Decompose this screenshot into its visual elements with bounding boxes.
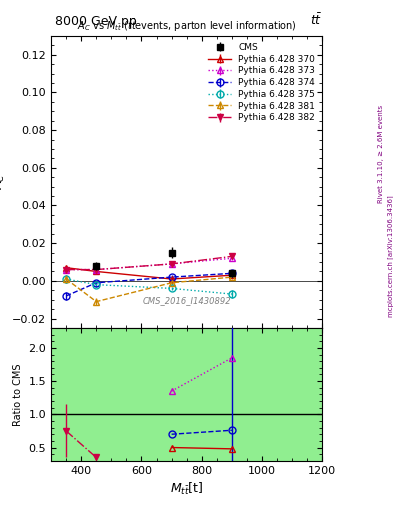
Text: $t\bar{t}$: $t\bar{t}$ bbox=[310, 13, 322, 28]
Legend: CMS, Pythia 6.428 370, Pythia 6.428 373, Pythia 6.428 374, Pythia 6.428 375, Pyt: CMS, Pythia 6.428 370, Pythia 6.428 373,… bbox=[206, 40, 318, 125]
Y-axis label: A$_C$: A$_C$ bbox=[0, 174, 7, 190]
Y-axis label: Ratio to CMS: Ratio to CMS bbox=[13, 363, 23, 425]
X-axis label: $M_{t\bar{t}}$[t]: $M_{t\bar{t}}$[t] bbox=[170, 481, 204, 497]
Text: mcplots.cern.ch [arXiv:1306.3436]: mcplots.cern.ch [arXiv:1306.3436] bbox=[387, 195, 393, 317]
Text: Rivet 3.1.10, ≥ 2.6M events: Rivet 3.1.10, ≥ 2.6M events bbox=[378, 104, 384, 203]
Text: 8000 GeV pp: 8000 GeV pp bbox=[55, 15, 137, 28]
Title: $A_C$ vs $M_{t\bar{t}}$ ($t\bar{t}$events, parton level information): $A_C$ vs $M_{t\bar{t}}$ ($t\bar{t}$event… bbox=[77, 18, 297, 34]
Text: CMS_2016_I1430892: CMS_2016_I1430892 bbox=[142, 295, 231, 305]
